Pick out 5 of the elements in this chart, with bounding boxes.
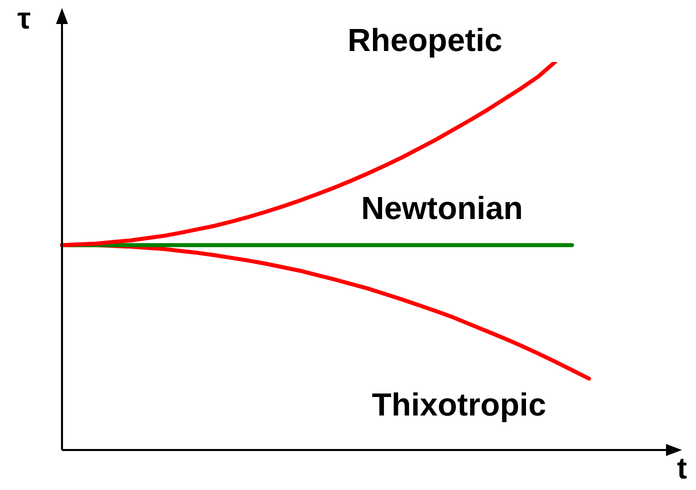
x-axis-title: t xyxy=(677,452,687,486)
series-label: Rheopetic xyxy=(348,22,502,58)
series-label: Newtonian xyxy=(361,190,523,226)
series-label: Thixotropic xyxy=(372,386,546,422)
y-axis-title: τ xyxy=(17,2,31,36)
